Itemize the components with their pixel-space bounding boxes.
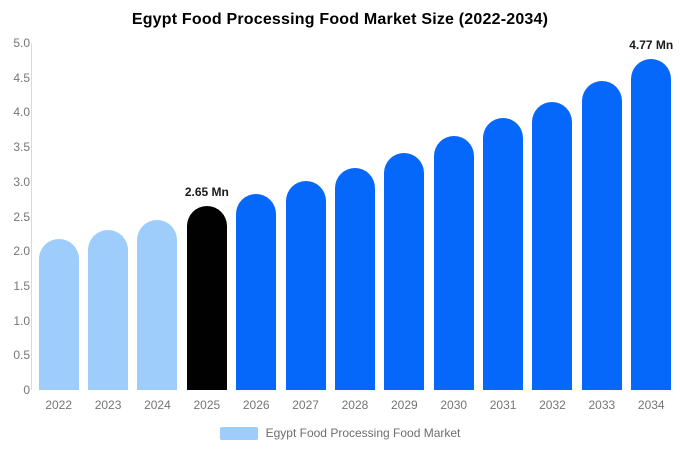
x-axis-tick-label: 2022: [45, 398, 73, 412]
legend-label: Egypt Food Processing Food Market: [265, 426, 461, 440]
bar-value-label: 4.77 Mn: [629, 38, 674, 52]
y-axis-tick-label: 5.0: [13, 36, 30, 50]
bar-2033[interactable]: [581, 81, 622, 390]
x-axis-tick-label: 2031: [489, 398, 517, 412]
chart-title: Egypt Food Processing Food Market Size (…: [131, 11, 549, 28]
bar-2031[interactable]: [483, 118, 524, 390]
x-axis-tick-label: 2027: [292, 398, 319, 412]
y-axis-tick-label: 0.5: [13, 348, 30, 363]
bar-2027[interactable]: [285, 181, 326, 390]
bar-2032[interactable]: [532, 102, 573, 390]
y-axis-tick-label: 0: [23, 383, 30, 397]
bar-2029[interactable]: [384, 153, 425, 390]
bar-2034[interactable]: [631, 59, 672, 390]
legend-item[interactable]: Egypt Food Processing Food Market: [0, 426, 680, 440]
y-axis-tick-label: 4.5: [13, 70, 30, 85]
bar-2024[interactable]: [137, 220, 178, 390]
y-axis-tick-label: 1.0: [13, 313, 30, 328]
x-axis-tick-label: 2034: [637, 398, 665, 412]
y-axis-tick-label: 2.0: [13, 244, 30, 259]
x-axis-tick-label: 2033: [588, 398, 616, 412]
bar-value-label: 2.65 Mn: [184, 185, 229, 199]
bar-2026[interactable]: [236, 194, 277, 390]
bar-2025[interactable]: [186, 206, 227, 390]
x-axis-tick-label: 2026: [242, 398, 270, 412]
y-axis-tick-label: 4.0: [13, 105, 30, 120]
bar-2022[interactable]: [38, 239, 79, 390]
bar-2028[interactable]: [334, 168, 375, 390]
x-axis-tick-label: 2032: [539, 398, 566, 412]
bar-2030[interactable]: [433, 136, 474, 390]
x-axis-tick-label: 2030: [440, 398, 468, 412]
bar-2023[interactable]: [88, 230, 129, 390]
y-axis-tick-label: 2.5: [13, 209, 30, 224]
y-axis-tick-label: 1.5: [13, 278, 30, 293]
y-axis-tick-label: 3.0: [13, 174, 30, 189]
x-axis-tick-label: 2024: [144, 398, 171, 412]
y-axis-tick-label: 3.5: [13, 140, 30, 155]
x-axis-tick-label: 2028: [341, 398, 369, 412]
y-axis-line: [31, 43, 32, 390]
x-axis-tick-label: 2025: [193, 398, 221, 412]
x-axis-tick-label: 2023: [94, 398, 122, 412]
x-axis-tick-label: 2029: [390, 398, 418, 412]
legend-swatch-icon: [219, 426, 258, 440]
